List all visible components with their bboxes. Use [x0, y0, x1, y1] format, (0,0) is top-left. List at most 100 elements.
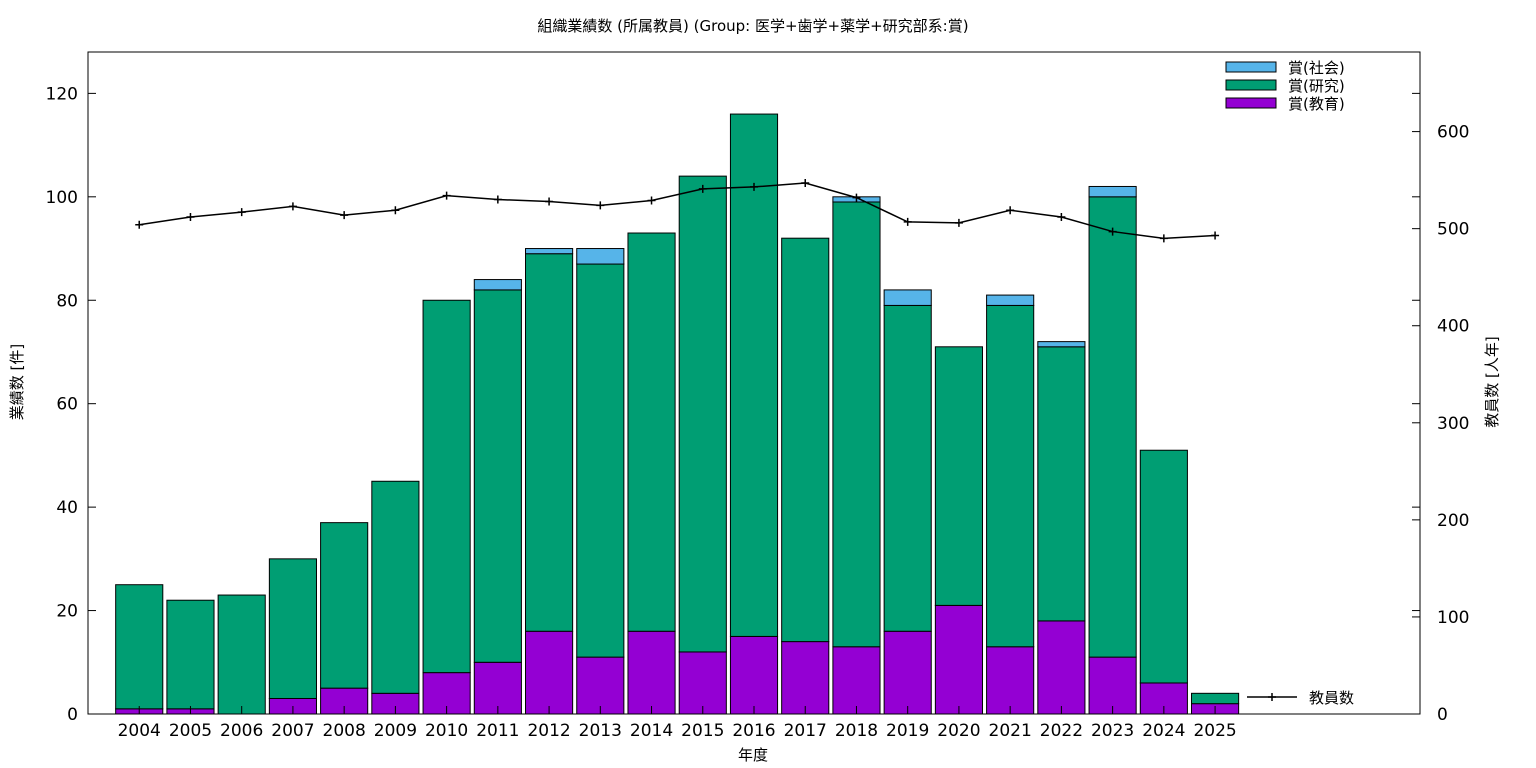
- x-tick-label: 2011: [476, 721, 519, 741]
- bar-segment: [1139, 449, 1188, 684]
- y-tick-label: 20: [56, 602, 78, 622]
- bar-segment: [729, 635, 779, 715]
- x-tick-label: 2009: [374, 721, 417, 741]
- x-tick-label: 2012: [527, 721, 570, 741]
- line-point: [288, 202, 297, 211]
- bar-segment: [832, 646, 881, 715]
- line-point: [852, 193, 861, 202]
- bar-segment: [1088, 196, 1137, 658]
- line-series: [139, 182, 1216, 240]
- line-point: [186, 213, 195, 222]
- bar-segment: [883, 304, 932, 632]
- line-point: [596, 201, 605, 210]
- bar-segment: [678, 175, 727, 653]
- x-tick-label: 2007: [271, 721, 314, 741]
- legend-swatch: [1225, 61, 1277, 73]
- line-point: [1108, 227, 1117, 236]
- y2-tick-label: 300: [1437, 414, 1469, 434]
- line-point: [954, 218, 963, 227]
- bar-segment: [320, 522, 369, 689]
- y-tick-label: 0: [67, 705, 78, 725]
- y2-tick-label: 100: [1437, 608, 1469, 628]
- line-point: [391, 206, 400, 215]
- bar-segment: [883, 289, 932, 306]
- x-tick-label: 2015: [681, 721, 724, 741]
- bar-segment: [1088, 656, 1137, 715]
- bar-segment: [371, 480, 420, 694]
- x-tick-label: 2023: [1091, 721, 1134, 741]
- bar-segment: [934, 604, 983, 715]
- line-point: [801, 179, 810, 188]
- y2-tick-label: 200: [1437, 511, 1469, 531]
- line-point: [647, 196, 656, 205]
- line-point: [1159, 234, 1168, 243]
- x-tick-label: 2025: [1193, 721, 1236, 741]
- bar-segment: [576, 248, 625, 265]
- x-tick-label: 2014: [630, 721, 673, 741]
- line-point: [698, 184, 707, 193]
- legend-label: 賞(社会): [1288, 59, 1345, 77]
- x-tick-label: 2024: [1142, 721, 1185, 741]
- bar-segment: [268, 558, 317, 699]
- bar-segment: [883, 630, 932, 715]
- bar-segment: [473, 279, 522, 291]
- bar-segment: [217, 594, 266, 715]
- x-tick-label: 2018: [835, 721, 878, 741]
- bar-segment: [1191, 692, 1240, 705]
- x-axis-label: 年度: [738, 746, 768, 764]
- y-tick-label: 120: [46, 84, 78, 104]
- x-tick-label: 2006: [220, 721, 263, 741]
- y2-tick-label: 400: [1437, 317, 1469, 337]
- x-tick-label: 2020: [937, 721, 980, 741]
- y-tick-label: 80: [56, 291, 78, 311]
- legend-swatch: [1225, 79, 1277, 91]
- bar-segment: [473, 289, 522, 663]
- bar-segment: [781, 237, 830, 643]
- bar-segment: [576, 263, 625, 658]
- bar-segment: [934, 346, 983, 606]
- bar-segment: [115, 584, 164, 710]
- bar-segment: [1037, 341, 1086, 348]
- y-tick-label: 40: [56, 498, 78, 518]
- y-tick-label: 100: [46, 188, 78, 208]
- line-point: [442, 191, 451, 200]
- bar-segment: [678, 651, 727, 715]
- bar-segment: [1088, 185, 1137, 198]
- x-tick-label: 2010: [425, 721, 468, 741]
- bar-segment: [627, 232, 676, 632]
- bar-segment: [627, 630, 676, 715]
- bar-segment: [525, 248, 574, 255]
- x-tick-label: 2016: [732, 721, 775, 741]
- line-point: [1211, 231, 1220, 240]
- plot-area: 0 20 40 60 80 100 120 0 100 200 300 400 500 600 2004 20…: [46, 51, 1469, 741]
- bar-segment: [832, 201, 881, 648]
- x-tick-label: 2008: [323, 721, 366, 741]
- line-point: [1057, 213, 1066, 222]
- legend-label: 賞(研究): [1288, 77, 1345, 95]
- bar-segment: [729, 113, 779, 637]
- bar-segment: [781, 641, 830, 715]
- x-tick-label: 2017: [784, 721, 827, 741]
- y2-tick-label: 600: [1437, 123, 1469, 143]
- line-point: [340, 211, 349, 220]
- bar-segment: [1037, 346, 1086, 622]
- line-point: [545, 197, 554, 206]
- line-point: [1006, 206, 1015, 215]
- legend: 賞(社会)賞(研究)賞(教育) 教員数: [1225, 59, 1354, 707]
- legend-label: 賞(教育): [1288, 95, 1345, 113]
- legend-swatch: [1225, 97, 1277, 109]
- bar-segment: [986, 646, 1035, 715]
- y2-tick-label: 500: [1437, 220, 1469, 240]
- x-tick-label: 2005: [169, 721, 212, 741]
- y2-tick-label: 0: [1437, 705, 1448, 725]
- bar-segment: [986, 304, 1035, 648]
- bar-segment: [576, 656, 625, 715]
- x-tick-label: 2022: [1040, 721, 1083, 741]
- legend-line-label: 教員数: [1309, 689, 1354, 707]
- line-point: [493, 195, 502, 204]
- y2-axis-label: 教員数 [人年]: [1483, 336, 1501, 427]
- legend-line-marker: [1268, 693, 1276, 701]
- line-point: [237, 208, 246, 217]
- line-point: [750, 182, 758, 191]
